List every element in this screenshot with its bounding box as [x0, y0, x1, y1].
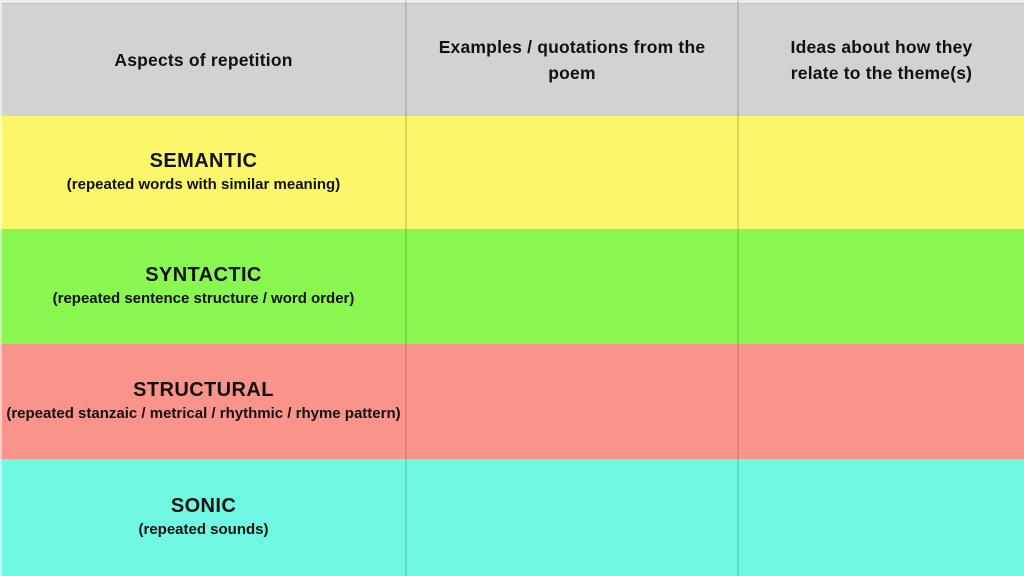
header-cell-aspects: Aspects of repetition — [0, 0, 405, 116]
header-cell-examples: Examples / quotations from the poem — [405, 0, 737, 116]
ideas-cell-syntactic[interactable] — [737, 229, 1024, 344]
header-label-aspects: Aspects of repetition — [114, 49, 293, 70]
row-title: SYNTACTIC — [145, 263, 262, 286]
examples-cell-syntactic[interactable] — [405, 229, 737, 344]
header-cell-ideas: Ideas about how they relate to the theme… — [737, 0, 1024, 116]
row-subtitle: (repeated sentence structure / word orde… — [52, 289, 355, 307]
examples-cell-sonic[interactable] — [405, 459, 737, 576]
row-subtitle: (repeated words with similar meaning) — [66, 175, 341, 193]
row-title: SEMANTIC — [149, 149, 258, 172]
row-subtitle: (repeated sounds) — [138, 520, 269, 538]
row-label-cell-semantic: SEMANTIC (repeated words with similar me… — [0, 116, 405, 229]
ideas-cell-structural[interactable] — [737, 344, 1024, 459]
examples-cell-semantic[interactable] — [405, 116, 737, 229]
row-title: SONIC — [170, 494, 237, 517]
header-label-examples: Examples / quotations from the poem — [438, 36, 706, 83]
row-label-cell-sonic: SONIC (repeated sounds) — [0, 459, 405, 576]
ideas-cell-semantic[interactable] — [737, 116, 1024, 229]
row-label-cell-syntactic: SYNTACTIC (repeated sentence structure /… — [0, 229, 405, 344]
row-subtitle: (repeated stanzaic / metrical / rhythmic… — [6, 404, 401, 422]
row-label-cell-structural: STRUCTURAL (repeated stanzaic / metrical… — [0, 344, 405, 459]
examples-cell-structural[interactable] — [405, 344, 737, 459]
header-label-ideas: Ideas about how they relate to the theme… — [790, 36, 973, 83]
row-title: STRUCTURAL — [133, 378, 274, 401]
ideas-cell-sonic[interactable] — [737, 459, 1024, 576]
